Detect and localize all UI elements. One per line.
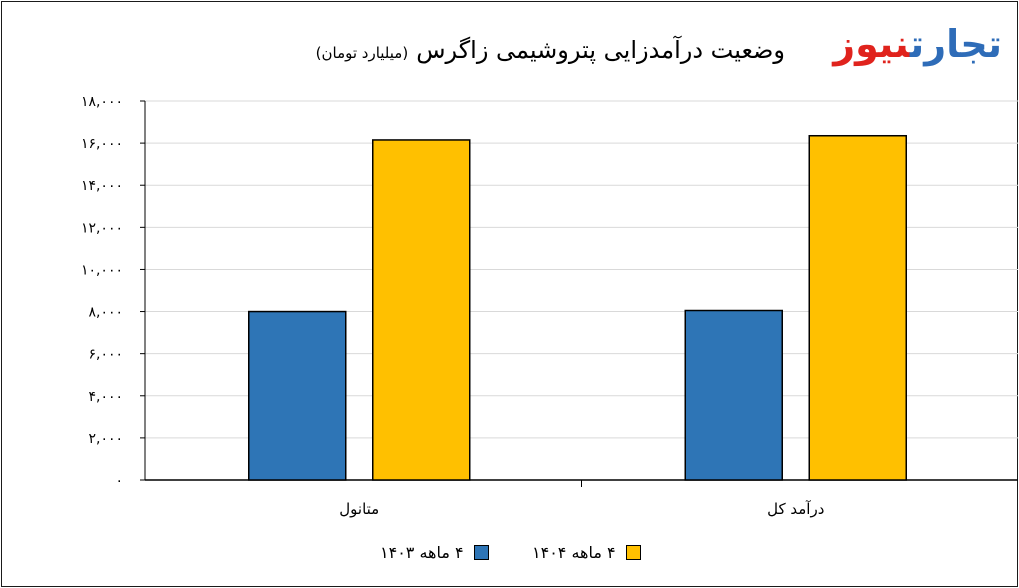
y-tick-label: ۰ — [115, 473, 123, 489]
legend-label: ۴ ماهه ۱۴۰۴ — [532, 542, 616, 562]
bar — [372, 139, 471, 481]
x-category-label: متانول — [339, 500, 379, 518]
x-category-label: درآمد کل — [767, 500, 824, 518]
brand-logo: تجارتنیوز — [833, 20, 1002, 68]
y-tick-label: ۱۸,۰۰۰ — [81, 94, 123, 110]
bar — [684, 309, 783, 481]
chart-title: وضعیت درآمدزایی پتروشیمی زاگرس (میلیارد ت… — [316, 36, 785, 64]
bar — [808, 134, 907, 481]
y-tick-label: ۸,۰۰۰ — [88, 305, 123, 321]
y-tick-label: ۶,۰۰۰ — [88, 347, 123, 363]
y-tick-label: ۱۲,۰۰۰ — [81, 220, 123, 236]
legend-item: ۴ ماهه ۱۴۰۳ — [380, 540, 489, 564]
legend-item: ۴ ماهه ۱۴۰۴ — [532, 540, 641, 564]
chart-title-unit: (میلیارد تومان) — [315, 44, 409, 62]
logo-part-news: نیوز — [833, 22, 910, 66]
chart-title-main: وضعیت درآمدزایی پتروشیمی زاگرس — [416, 36, 785, 64]
logo-part-tejarat: تجارت — [909, 22, 1002, 66]
y-tick-label: ۱۰,۰۰۰ — [81, 262, 123, 278]
legend-label: ۴ ماهه ۱۴۰۳ — [380, 542, 464, 562]
bar — [248, 310, 347, 481]
y-tick-label: ۲,۰۰۰ — [88, 431, 123, 447]
y-tick-label: ۴,۰۰۰ — [88, 389, 123, 405]
legend-swatch — [473, 544, 489, 560]
legend-swatch — [625, 544, 641, 560]
chart-legend: ۴ ماهه ۱۴۰۳ ۴ ماهه ۱۴۰۴ — [0, 540, 1019, 564]
y-tick-label: ۱۶,۰۰۰ — [81, 136, 123, 152]
y-tick-label: ۱۴,۰۰۰ — [81, 178, 123, 194]
